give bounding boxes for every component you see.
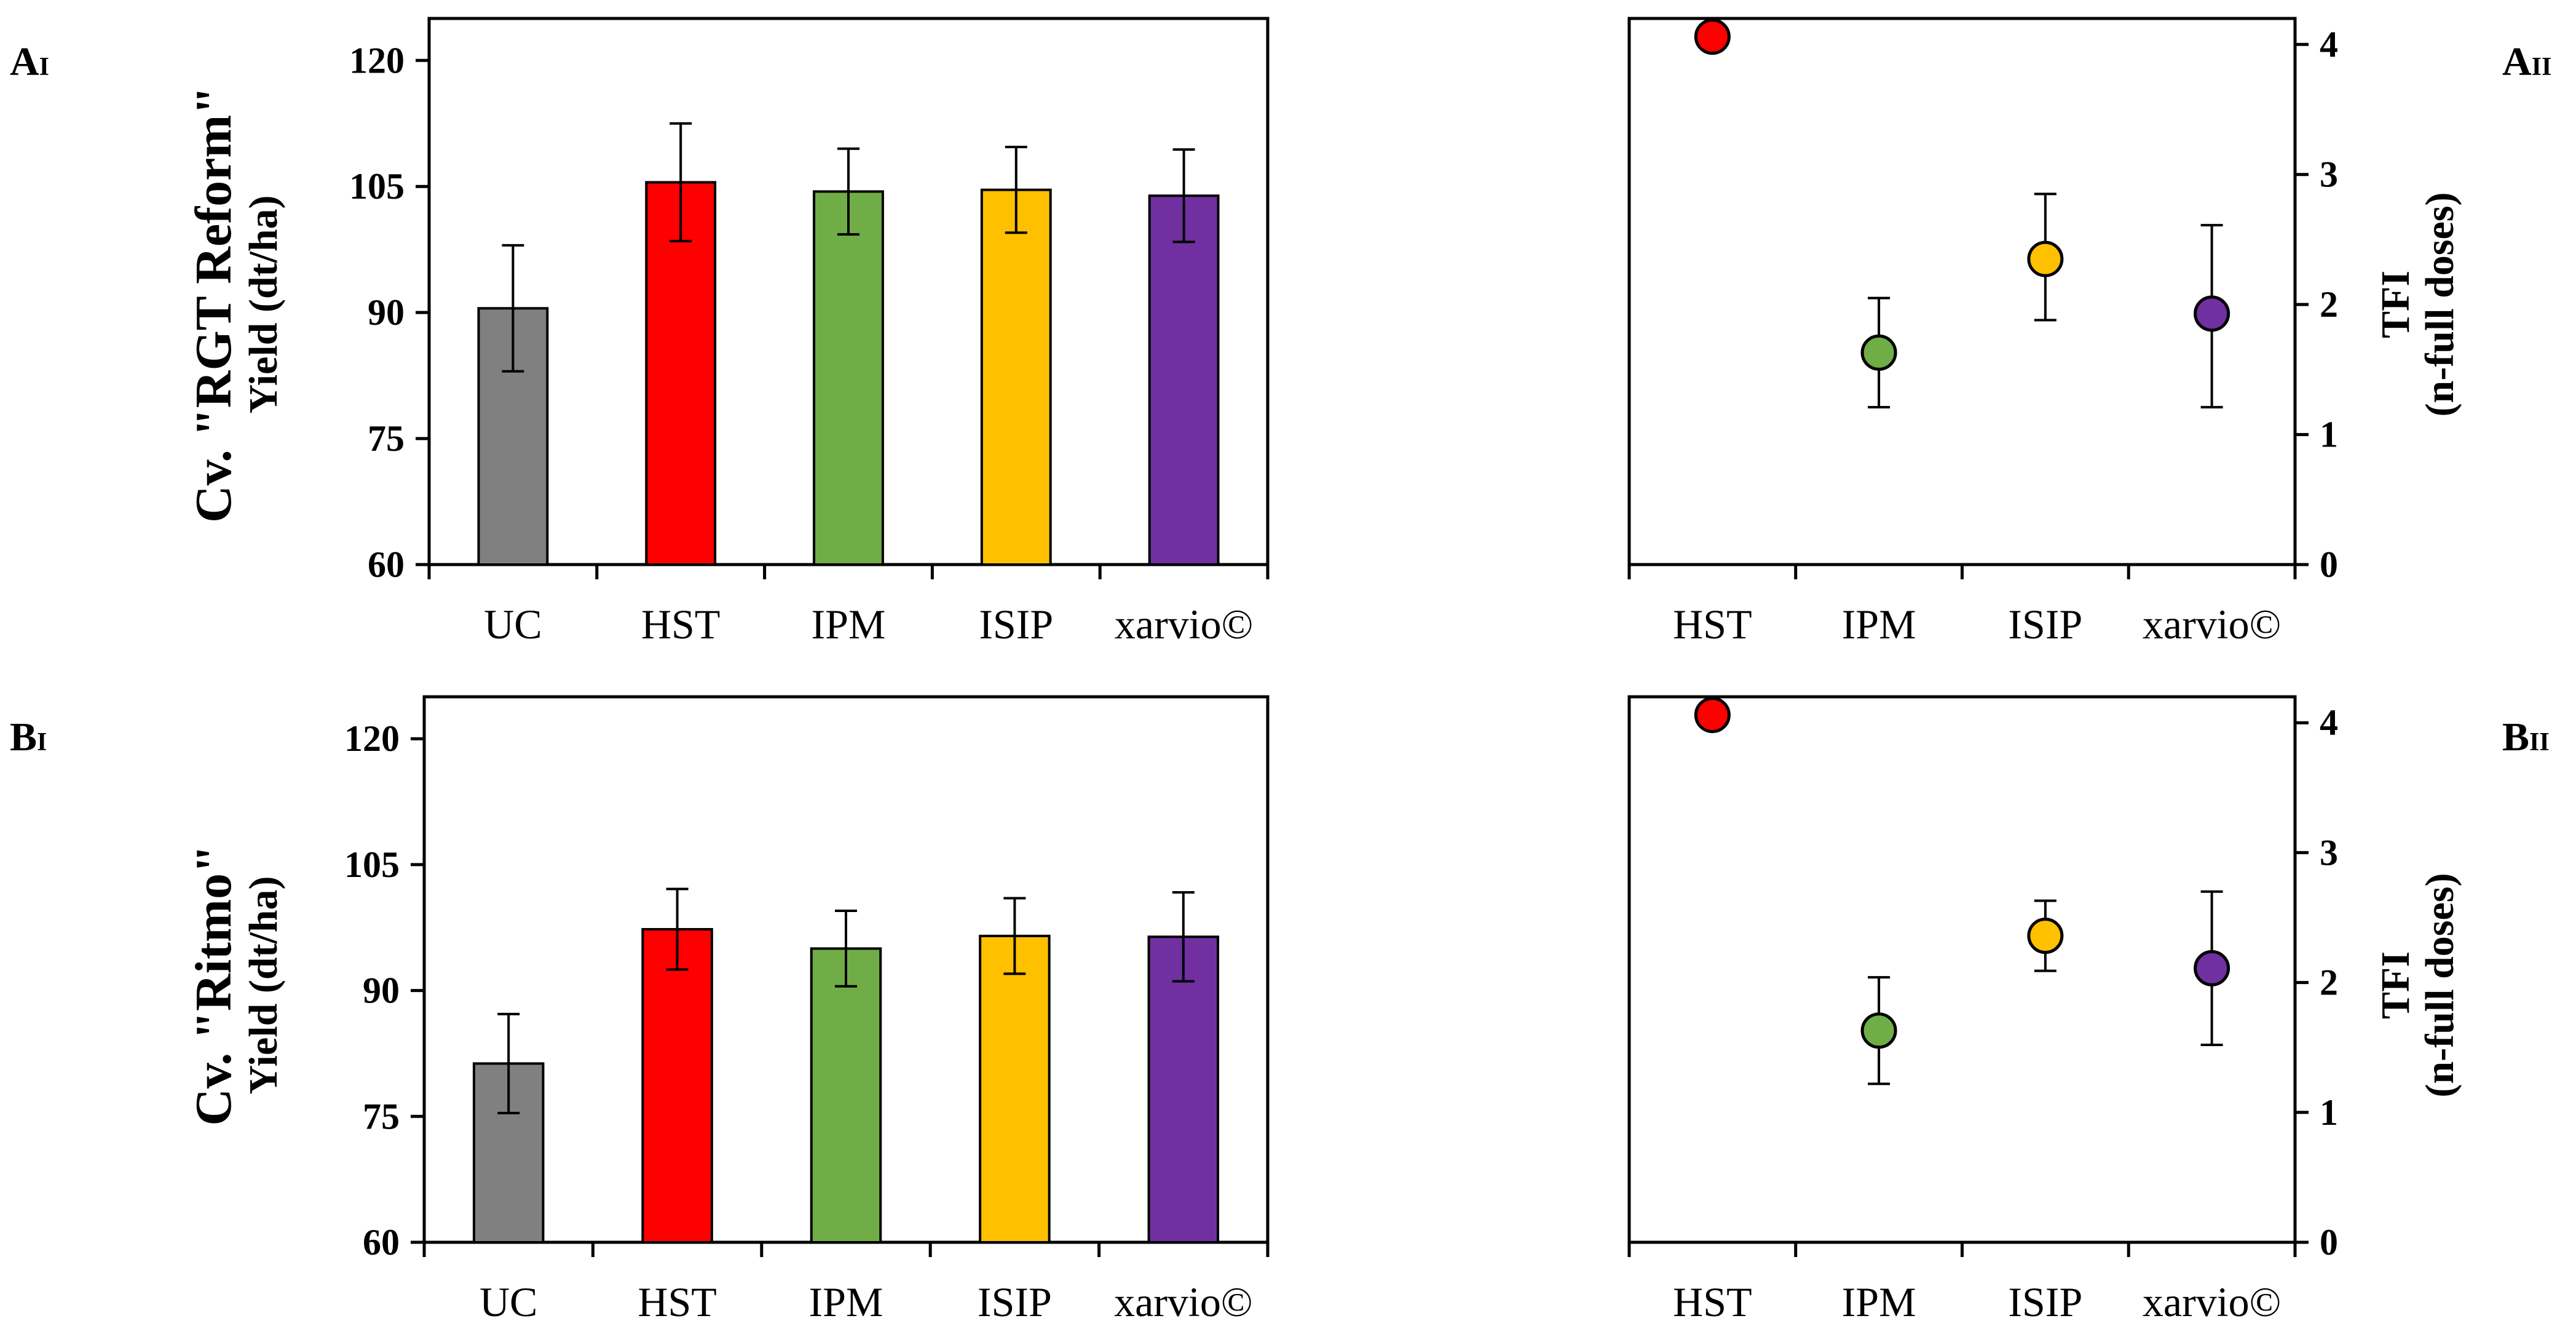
point-ipm	[1860, 1012, 1897, 1049]
y-tick-label: 90	[363, 970, 400, 1011]
panel-b-ii-tfi-chart: BII TFI (n-full doses) 0 1 2 3 4 HST IPM ISIP xa…	[1627, 695, 2550, 1325]
x-tick-label: ISIP	[2008, 1279, 2082, 1325]
y-axis-label-tfi: TFI	[2373, 951, 2418, 1019]
x-tick-label: xarvio©	[1115, 601, 1253, 648]
x-tick-label: HST	[1673, 601, 1752, 648]
x-tick-label: IPM	[812, 601, 886, 648]
bar-ipm	[813, 190, 884, 566]
y-tick-label: 2	[2320, 284, 2338, 325]
y-tick-label: 4	[2320, 24, 2338, 65]
y-tick-label: 90	[368, 292, 405, 333]
y-axis-label-tfi-units: (n-full doses)	[2417, 192, 2462, 417]
x-tick-label: xarvio©	[2143, 601, 2281, 648]
bar-ipm	[810, 947, 882, 1244]
y-axis-label-tfi-units: (n-full doses)	[2417, 873, 2462, 1098]
x-tick-label: xarvio©	[2143, 1279, 2281, 1325]
point-isip	[2027, 918, 2064, 954]
x-tick-label: UC	[484, 601, 542, 648]
y-tick-label: 4	[2320, 702, 2338, 743]
y-tick-label: 1	[2320, 1092, 2338, 1133]
bar-isip	[980, 188, 1052, 566]
x-tick-label: IPM	[1842, 601, 1916, 648]
bar-hst	[641, 927, 713, 1244]
x-tick-label: HST	[1673, 1279, 1752, 1325]
point-isip	[2027, 240, 2064, 277]
bar-xarvio	[1148, 194, 1220, 566]
x-tick-label: UC	[480, 1279, 537, 1325]
plot-area: 0 1 2 3 4 HST IPM ISIP xarvio©	[1627, 17, 2338, 648]
panel-a-i-yield-chart: AI Cv. "RGT Reform" Yield (dt/ha) 60 75 90…	[10, 17, 1270, 648]
point-xarvio	[2194, 950, 2230, 986]
y-axis-label-cultivar: Cv. "Ritmo"	[185, 844, 242, 1125]
y-tick-label: 60	[363, 1222, 400, 1263]
x-tick-label: IPM	[1842, 1279, 1916, 1325]
y-tick-label: 0	[2320, 544, 2338, 585]
point-ipm	[1860, 334, 1897, 371]
x-tick-label: ISIP	[2008, 601, 2082, 648]
bar-xarvio	[1147, 935, 1220, 1244]
panel-label-a-i: AI	[10, 39, 49, 84]
panel-label-b-ii: BII	[2502, 715, 2550, 760]
y-axis-label-cultivar: Cv. "RGT Reform"	[185, 86, 242, 523]
bar-isip	[979, 934, 1051, 1244]
y-axis-label-tfi: TFI	[2373, 271, 2418, 338]
y-tick-label: 0	[2320, 1222, 2338, 1263]
y-tick-label: 1	[2320, 415, 2338, 455]
x-tick-label: IPM	[809, 1279, 883, 1325]
x-tick-label: xarvio©	[1114, 1279, 1252, 1325]
panel-a-ii-tfi-chart: AII TFI (n-full doses) 0 1 2 3 4 HST IPM ISIP xa…	[1627, 17, 2551, 648]
y-tick-label: 60	[368, 544, 405, 585]
bar-hst	[645, 181, 717, 566]
y-tick-label: 105	[349, 166, 405, 207]
point-hst	[1694, 18, 1731, 55]
x-tick-label: ISIP	[979, 601, 1053, 648]
plot-frame	[1627, 17, 2297, 566]
y-tick-label: 2	[2320, 962, 2338, 1003]
panel-label-b-i: BI	[10, 715, 47, 760]
x-tick-label: HST	[638, 1279, 716, 1325]
y-tick-label: 75	[368, 418, 405, 459]
y-tick-label: 75	[363, 1096, 400, 1137]
y-tick-label: 3	[2320, 832, 2338, 873]
y-axis-label-yield: Yield (dt/ha)	[241, 876, 286, 1094]
y-tick-label: 3	[2320, 154, 2338, 195]
y-tick-label: 105	[344, 844, 400, 885]
plot-area: 60 75 90 105 120 UC HST IPM ISIP xarvio©	[344, 695, 1270, 1325]
x-tick-label: HST	[641, 601, 720, 648]
y-axis-label-yield: Yield (dt/ha)	[241, 195, 286, 413]
plot-area: 0 1 2 3 4 HST IPM ISIP xarvio©	[1627, 695, 2338, 1325]
panel-label-a-ii: AII	[2502, 39, 2551, 84]
x-tick-label: ISIP	[978, 1279, 1052, 1325]
plot-area: 60 75 90 105 120 UC HST IPM ISIP xarvio©	[349, 17, 1270, 648]
y-tick-label: 120	[344, 718, 400, 759]
point-xarvio	[2194, 295, 2230, 332]
y-tick-label: 120	[349, 40, 405, 81]
panel-b-i-yield-chart: BI Cv. "Ritmo" Yield (dt/ha) 60 75 90 105 12…	[10, 695, 1270, 1325]
point-hst	[1694, 697, 1731, 734]
